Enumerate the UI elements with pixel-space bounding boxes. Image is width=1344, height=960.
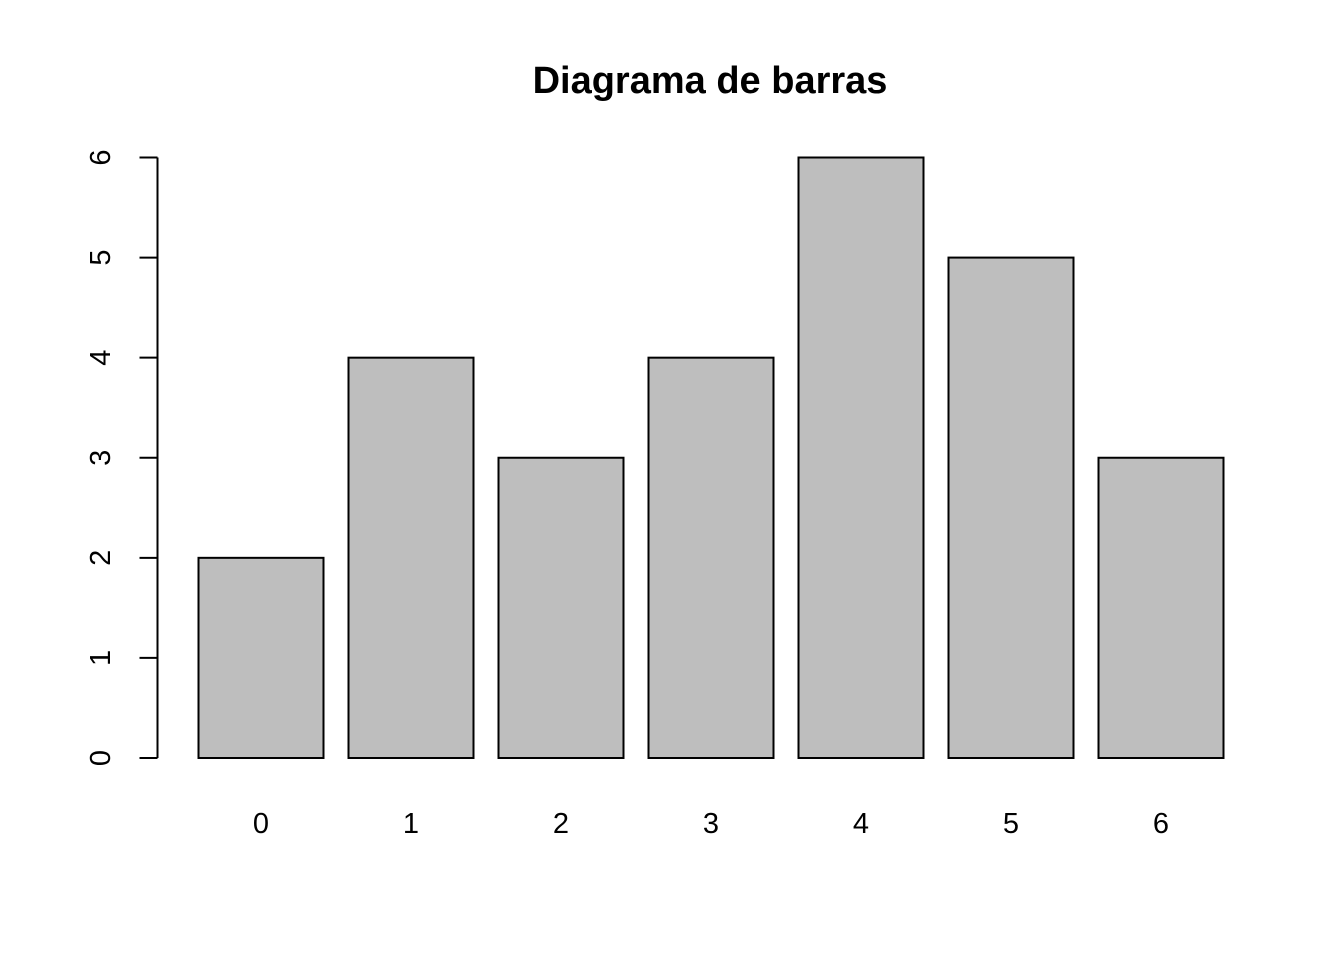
y-tick-label-4: 4: [85, 350, 117, 366]
bar-5: [947, 256, 1075, 759]
x-tick-label-6: 6: [1153, 808, 1169, 840]
bar-0: [197, 556, 325, 759]
bar-6: [1097, 456, 1225, 759]
x-tick-label-2: 2: [553, 808, 569, 840]
x-tick-label-1: 1: [403, 808, 419, 840]
y-tick-label-3: 3: [85, 450, 117, 466]
x-tick-label-5: 5: [1003, 808, 1019, 840]
x-tick-label-0: 0: [253, 808, 269, 840]
x-axis-labels: 0 1 2 3 4 5 6: [253, 808, 1169, 840]
y-tick-label-2: 2: [85, 550, 117, 566]
y-tick-label-5: 5: [85, 250, 117, 266]
x-tick-label-4: 4: [853, 808, 869, 840]
y-tick-label-0: 0: [85, 750, 117, 766]
x-tick-label-3: 3: [703, 808, 719, 840]
bar-4: [797, 156, 925, 759]
bar-3: [647, 356, 775, 759]
y-tick-label-1: 1: [85, 650, 117, 666]
y-axis: 0 1 2 3 4 5 6: [85, 149, 159, 766]
chart-title: Diagrama de barras: [533, 60, 888, 102]
bar-2: [497, 456, 625, 759]
bar-1: [347, 356, 475, 759]
y-tick-label-6: 6: [85, 149, 117, 165]
bars-group: [197, 156, 1225, 759]
